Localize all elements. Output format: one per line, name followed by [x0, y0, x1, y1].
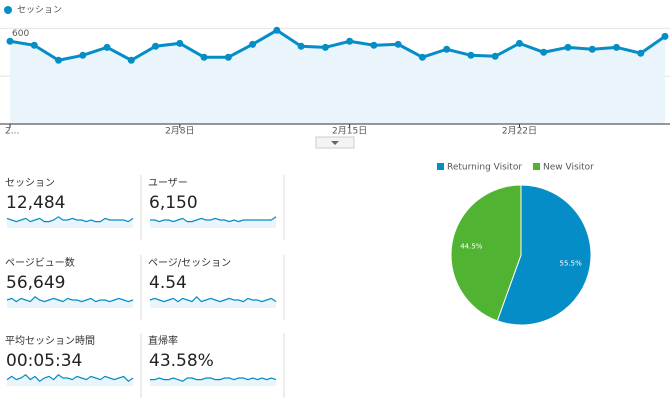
- point: [103, 43, 111, 51]
- sparkline-area: [150, 216, 276, 228]
- legend-label: New Visitor: [543, 163, 594, 173]
- point: [467, 51, 475, 59]
- point: [273, 26, 281, 34]
- point: [443, 45, 451, 53]
- sparkline: [149, 295, 277, 303]
- line: [9, 28, 666, 62]
- point: [515, 39, 523, 47]
- slice-label: 55.5%: [560, 260, 583, 268]
- sparkline: [6, 216, 134, 223]
- point: [297, 42, 305, 50]
- point: [370, 41, 378, 49]
- metric-value: 12,484: [6, 193, 65, 213]
- metric-label: セッション: [5, 177, 55, 189]
- sparkline: [6, 374, 134, 382]
- legend-label: セッション: [17, 5, 62, 16]
- legend-label: Returning Visitor: [447, 163, 522, 173]
- metric-value: 4.54: [149, 273, 187, 293]
- point: [224, 53, 232, 61]
- x-tick-label: 2...: [5, 127, 19, 137]
- y-tick-label: 600: [12, 29, 29, 39]
- point: [249, 40, 257, 48]
- pie-slice: [450, 184, 522, 322]
- metric-label: ページ/セッション: [148, 257, 231, 269]
- legend-swatch: [533, 163, 540, 170]
- point: [127, 56, 135, 64]
- point: [394, 40, 402, 48]
- sparkline-area: [7, 216, 133, 228]
- legend-swatch: [437, 163, 444, 170]
- x-tick-label: 2月8日: [165, 126, 194, 137]
- point: [321, 43, 329, 51]
- x-tick-label: 2月15日: [332, 126, 367, 137]
- sparkline: [150, 377, 277, 382]
- sparkline-area: [7, 374, 133, 386]
- metric-label: ユーザー: [148, 177, 188, 189]
- metric-value: 6,150: [149, 193, 198, 213]
- pie-slice: [496, 184, 592, 326]
- point: [418, 53, 426, 61]
- point: [176, 39, 184, 47]
- metric-value: 00:05:34: [6, 351, 82, 371]
- x-tick-label: 2月22日: [502, 126, 537, 137]
- point: [152, 42, 160, 50]
- point: [6, 37, 14, 45]
- point: [491, 52, 499, 60]
- metric-label: 平均セッション時間: [5, 335, 95, 347]
- point: [637, 49, 645, 57]
- point: [346, 37, 354, 45]
- metric-value: 56,649: [6, 273, 65, 293]
- legend-dot: [4, 6, 12, 14]
- point: [30, 41, 38, 49]
- point: [612, 43, 620, 51]
- point: [200, 53, 208, 61]
- point: [661, 32, 669, 40]
- metric-label: ページビュー数: [5, 256, 75, 269]
- metric-value: 43.58%: [149, 351, 214, 371]
- metric-label: 直帰率: [148, 334, 178, 347]
- point: [540, 48, 548, 56]
- sparkline: [150, 216, 277, 223]
- point: [79, 51, 87, 59]
- point: [564, 43, 572, 51]
- point: [55, 56, 63, 64]
- sparkline: [6, 296, 134, 303]
- sparkline-area: [150, 296, 276, 308]
- point: [588, 45, 596, 53]
- slice-label: 44.5%: [460, 242, 483, 250]
- sparkline-area: [7, 296, 133, 308]
- sparkline-area: [150, 378, 276, 386]
- expand-arrow: [331, 141, 339, 145]
